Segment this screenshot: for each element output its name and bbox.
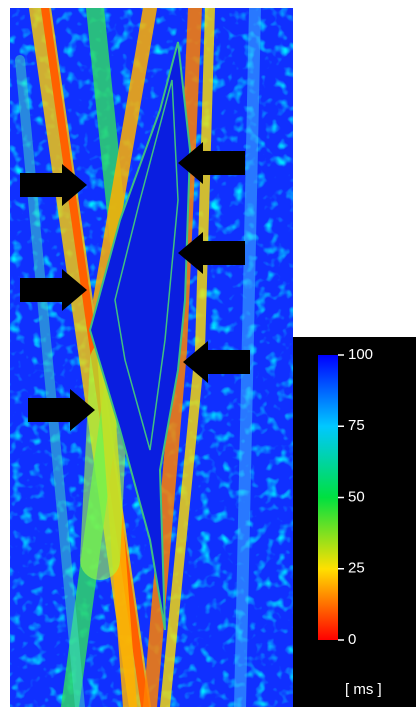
t2-map-image: [10, 8, 293, 707]
tick-label: 75: [348, 417, 365, 434]
colorbar-gradient: [318, 355, 338, 640]
tick-label: 100: [348, 346, 373, 363]
unit-label: [ ms ]: [345, 681, 382, 698]
colorbar-panel: [293, 337, 416, 707]
figure: [ ms ] 100 75 50 25 0: [0, 0, 416, 707]
tick-label: 50: [348, 488, 365, 505]
colorbar: [ ms ] 100 75 50 25 0: [293, 337, 416, 707]
tick-label: 25: [348, 560, 365, 577]
tick-label: 0: [348, 631, 356, 648]
page: [ ms ] 1007550250 (() => { const data = …: [0, 0, 416, 707]
